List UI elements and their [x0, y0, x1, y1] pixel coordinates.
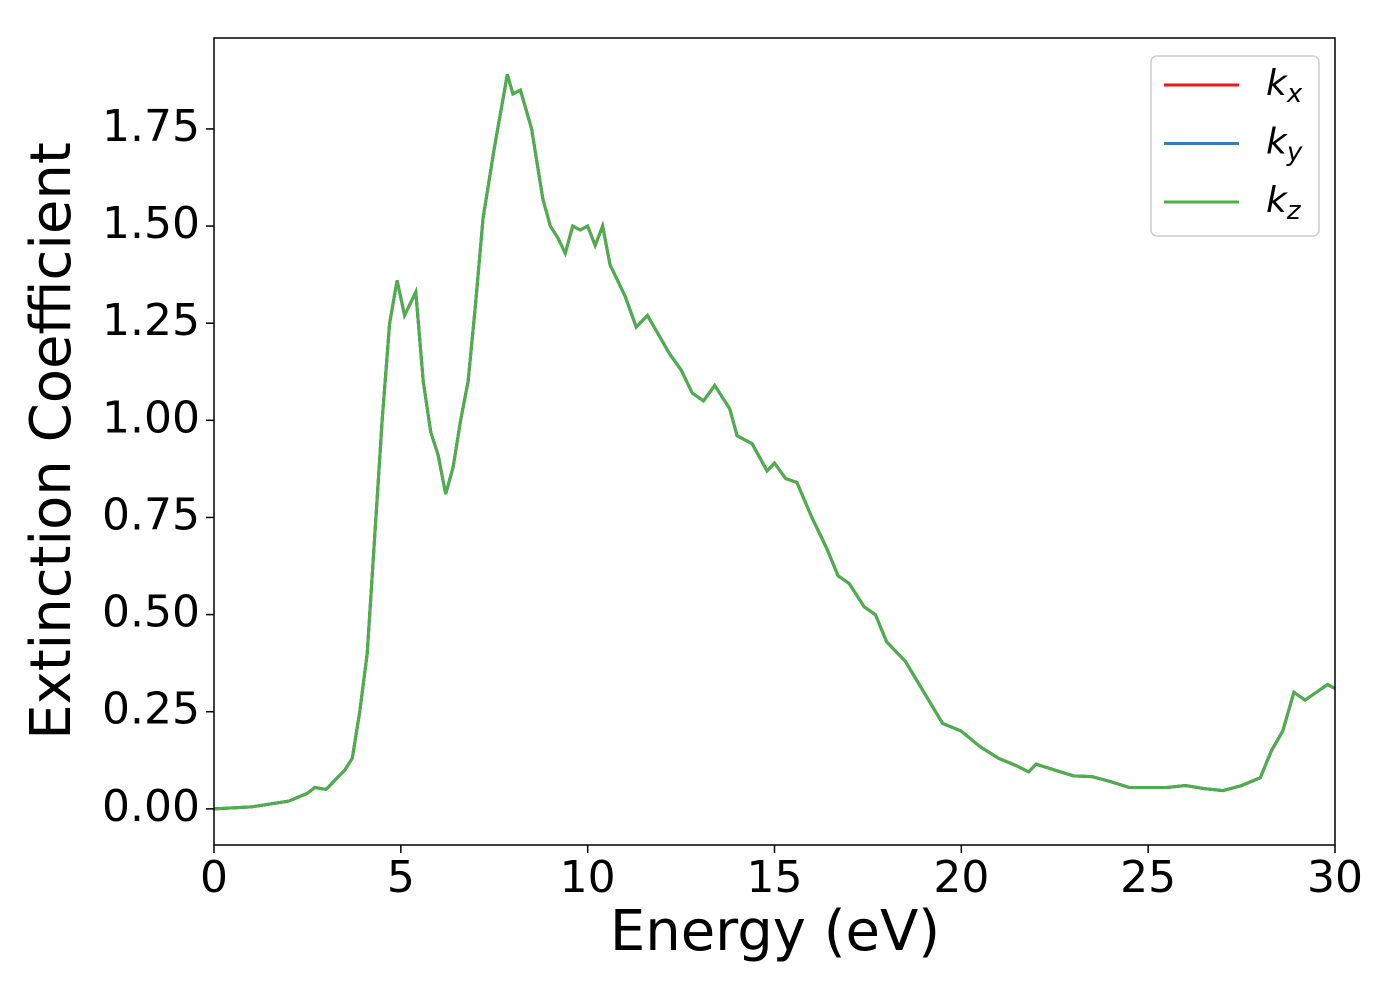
x-axis-label: Energy (eV) — [610, 899, 940, 964]
y-tick-label: 1.75 — [102, 101, 200, 152]
legend-label: kz — [1266, 180, 1302, 226]
x-tick-label: 20 — [933, 852, 989, 903]
y-tick-label: 1.25 — [102, 295, 200, 346]
y-tick-label: 0.75 — [102, 489, 200, 540]
x-tick-label: 25 — [1120, 852, 1176, 903]
y-tick-label: 1.00 — [102, 392, 200, 443]
legend-label: ky — [1266, 122, 1303, 168]
data-line — [214, 74, 1335, 811]
y-tick-label: 1.50 — [102, 198, 200, 249]
legend-box — [1150, 55, 1320, 237]
x-tick-label: 10 — [560, 852, 616, 903]
x-tick-label: 5 — [387, 852, 415, 903]
plot-frame — [213, 37, 1336, 846]
legend-label: kx — [1266, 63, 1303, 109]
y-axis-label: Extinction Coefficient — [19, 142, 84, 740]
x-tick-label: 15 — [747, 852, 803, 903]
y-tick-label: 0.00 — [102, 781, 200, 832]
y-tick-label: 0.25 — [102, 684, 200, 735]
x-tick-label: 0 — [200, 852, 228, 903]
x-tick-label: 30 — [1307, 852, 1363, 903]
y-tick-label: 0.50 — [102, 587, 200, 638]
